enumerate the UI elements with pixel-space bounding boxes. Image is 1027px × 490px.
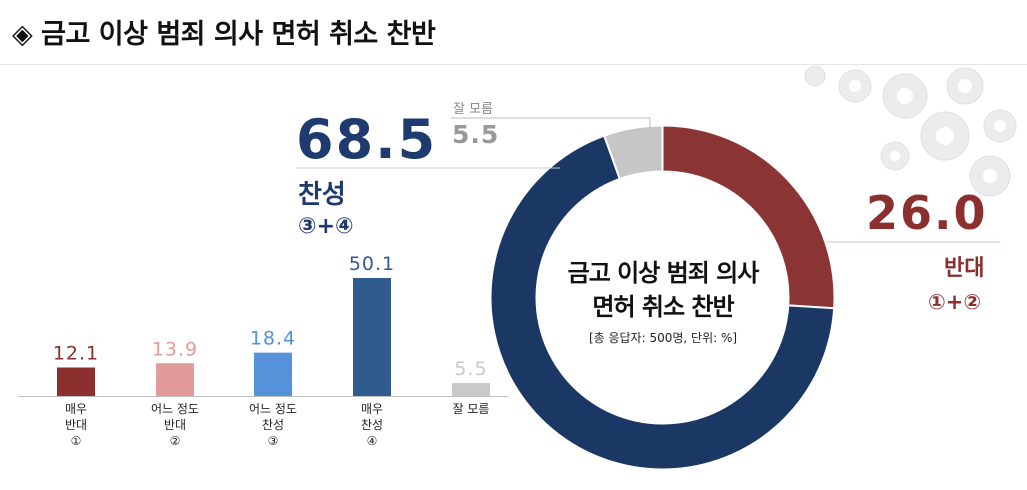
bar-category-label: 반대 [65,418,87,432]
bar-value-label: 13.9 [152,338,198,360]
favor-total-value: 68.5 [296,108,438,171]
oppose-label: 반대 [944,256,985,281]
bar-category-label: ③ [268,434,279,448]
bar [57,367,95,396]
bar-category-label: 잘 모름 [453,402,490,416]
oppose-total-value: 26.0 [866,186,988,240]
favor-label: 찬성 [298,180,346,210]
bar-category-label: 어느 정도 [151,402,199,416]
bar-value-label: 5.5 [454,358,487,380]
bar-category-label: ① [71,434,82,448]
dont-know-value: 5.5 [452,120,500,149]
bar [452,383,490,396]
header: ◈ 금고 이상 범죄 의사 면허 취소 찬반 [0,0,1027,64]
bar-category-label: ② [170,434,181,448]
dont-know-label: 잘 모름 [453,102,494,117]
bar-category-label: 어느 정도 [249,402,297,416]
title-divider [0,64,1027,65]
bar-value-label: 18.4 [250,328,296,350]
bar-value-label: 50.1 [349,253,395,275]
donut-title-line-2: 면허 취소 찬반 [592,293,734,321]
bar-category-label: 찬성 [262,417,284,432]
page-title: ◈ 금고 이상 범죄 의사 면허 취소 찬반 [12,19,436,50]
bar [353,278,391,396]
donut-center-title: 금고 이상 범죄 의사 면허 취소 찬반 [540,256,786,324]
oppose-sum-label: ①+② [928,290,982,314]
bar-category-label: 매우 [65,402,87,416]
donut-subtitle: [총 응답자: 500명, 단위: %] [588,331,738,345]
bar [156,363,194,396]
donut-title-line-1: 금고 이상 범죄 의사 [567,259,760,287]
bar-category-label: 찬성 [361,417,383,432]
favor-sum-label: ③+④ [298,214,354,239]
donut-slice [490,134,835,470]
gears-decoration-icon [804,66,1017,197]
bar-value-label: 12.1 [53,343,99,365]
bar-category-label: 매우 [361,402,383,416]
bar-category-label: ④ [367,434,378,448]
bar [254,352,292,396]
donut-slice [602,125,664,181]
donut-chart [490,125,835,470]
bar-category-label: 반대 [164,418,186,432]
